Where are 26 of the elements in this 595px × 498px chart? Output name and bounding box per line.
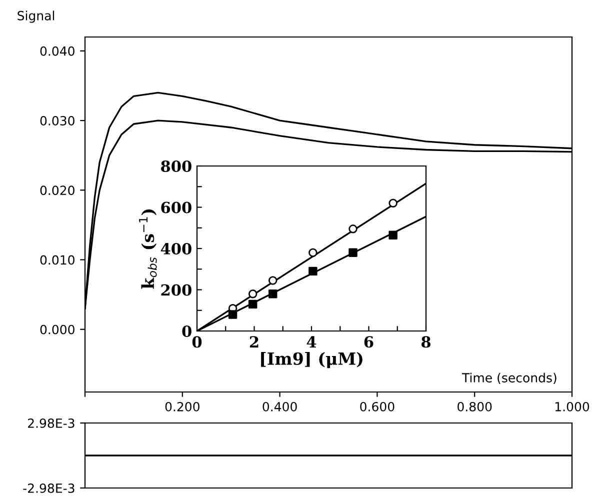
- x-tick-label: 0.400: [262, 402, 297, 412]
- x-tick-label: 0.200: [165, 402, 200, 412]
- y-tick-label: 400: [160, 242, 192, 255]
- x-tick-label: 0: [192, 336, 202, 348]
- y-tick-label: 200: [161, 284, 192, 296]
- y-tick-label: 0.040: [40, 46, 74, 56]
- y-tick-label: 2.98E-3: [28, 418, 74, 428]
- y-tick-label: 0.020: [40, 186, 74, 196]
- x-tick-label: 1.000: [555, 402, 590, 412]
- y-tick-label: 0.030: [40, 116, 74, 126]
- x-tick-label: 0.600: [360, 402, 394, 412]
- y-tick-label: 0.000: [40, 324, 74, 334]
- x-tick-label: 6: [364, 336, 374, 348]
- x-tick-label: 2: [250, 336, 258, 348]
- x-tick-label: 0.800: [458, 402, 492, 412]
- y-tick-label: 800: [161, 160, 192, 172]
- x-axis-title: [Im9] (μM): [261, 352, 362, 368]
- y-tick-label: -2.98E-3: [23, 483, 74, 493]
- y-tick-label: 600: [161, 202, 192, 214]
- y-tick-label: 0: [182, 325, 192, 338]
- x-tick-label: 8: [421, 336, 430, 348]
- y-axis-title: Signal: [18, 10, 54, 23]
- y-tick-label: 0.010: [40, 255, 74, 265]
- x-axis-title: Time (seconds): [462, 372, 556, 384]
- y-axis-title: k$_{obs}$ (s$^{−1}$): [139, 209, 157, 289]
- x-tick-label: 4: [306, 336, 316, 348]
